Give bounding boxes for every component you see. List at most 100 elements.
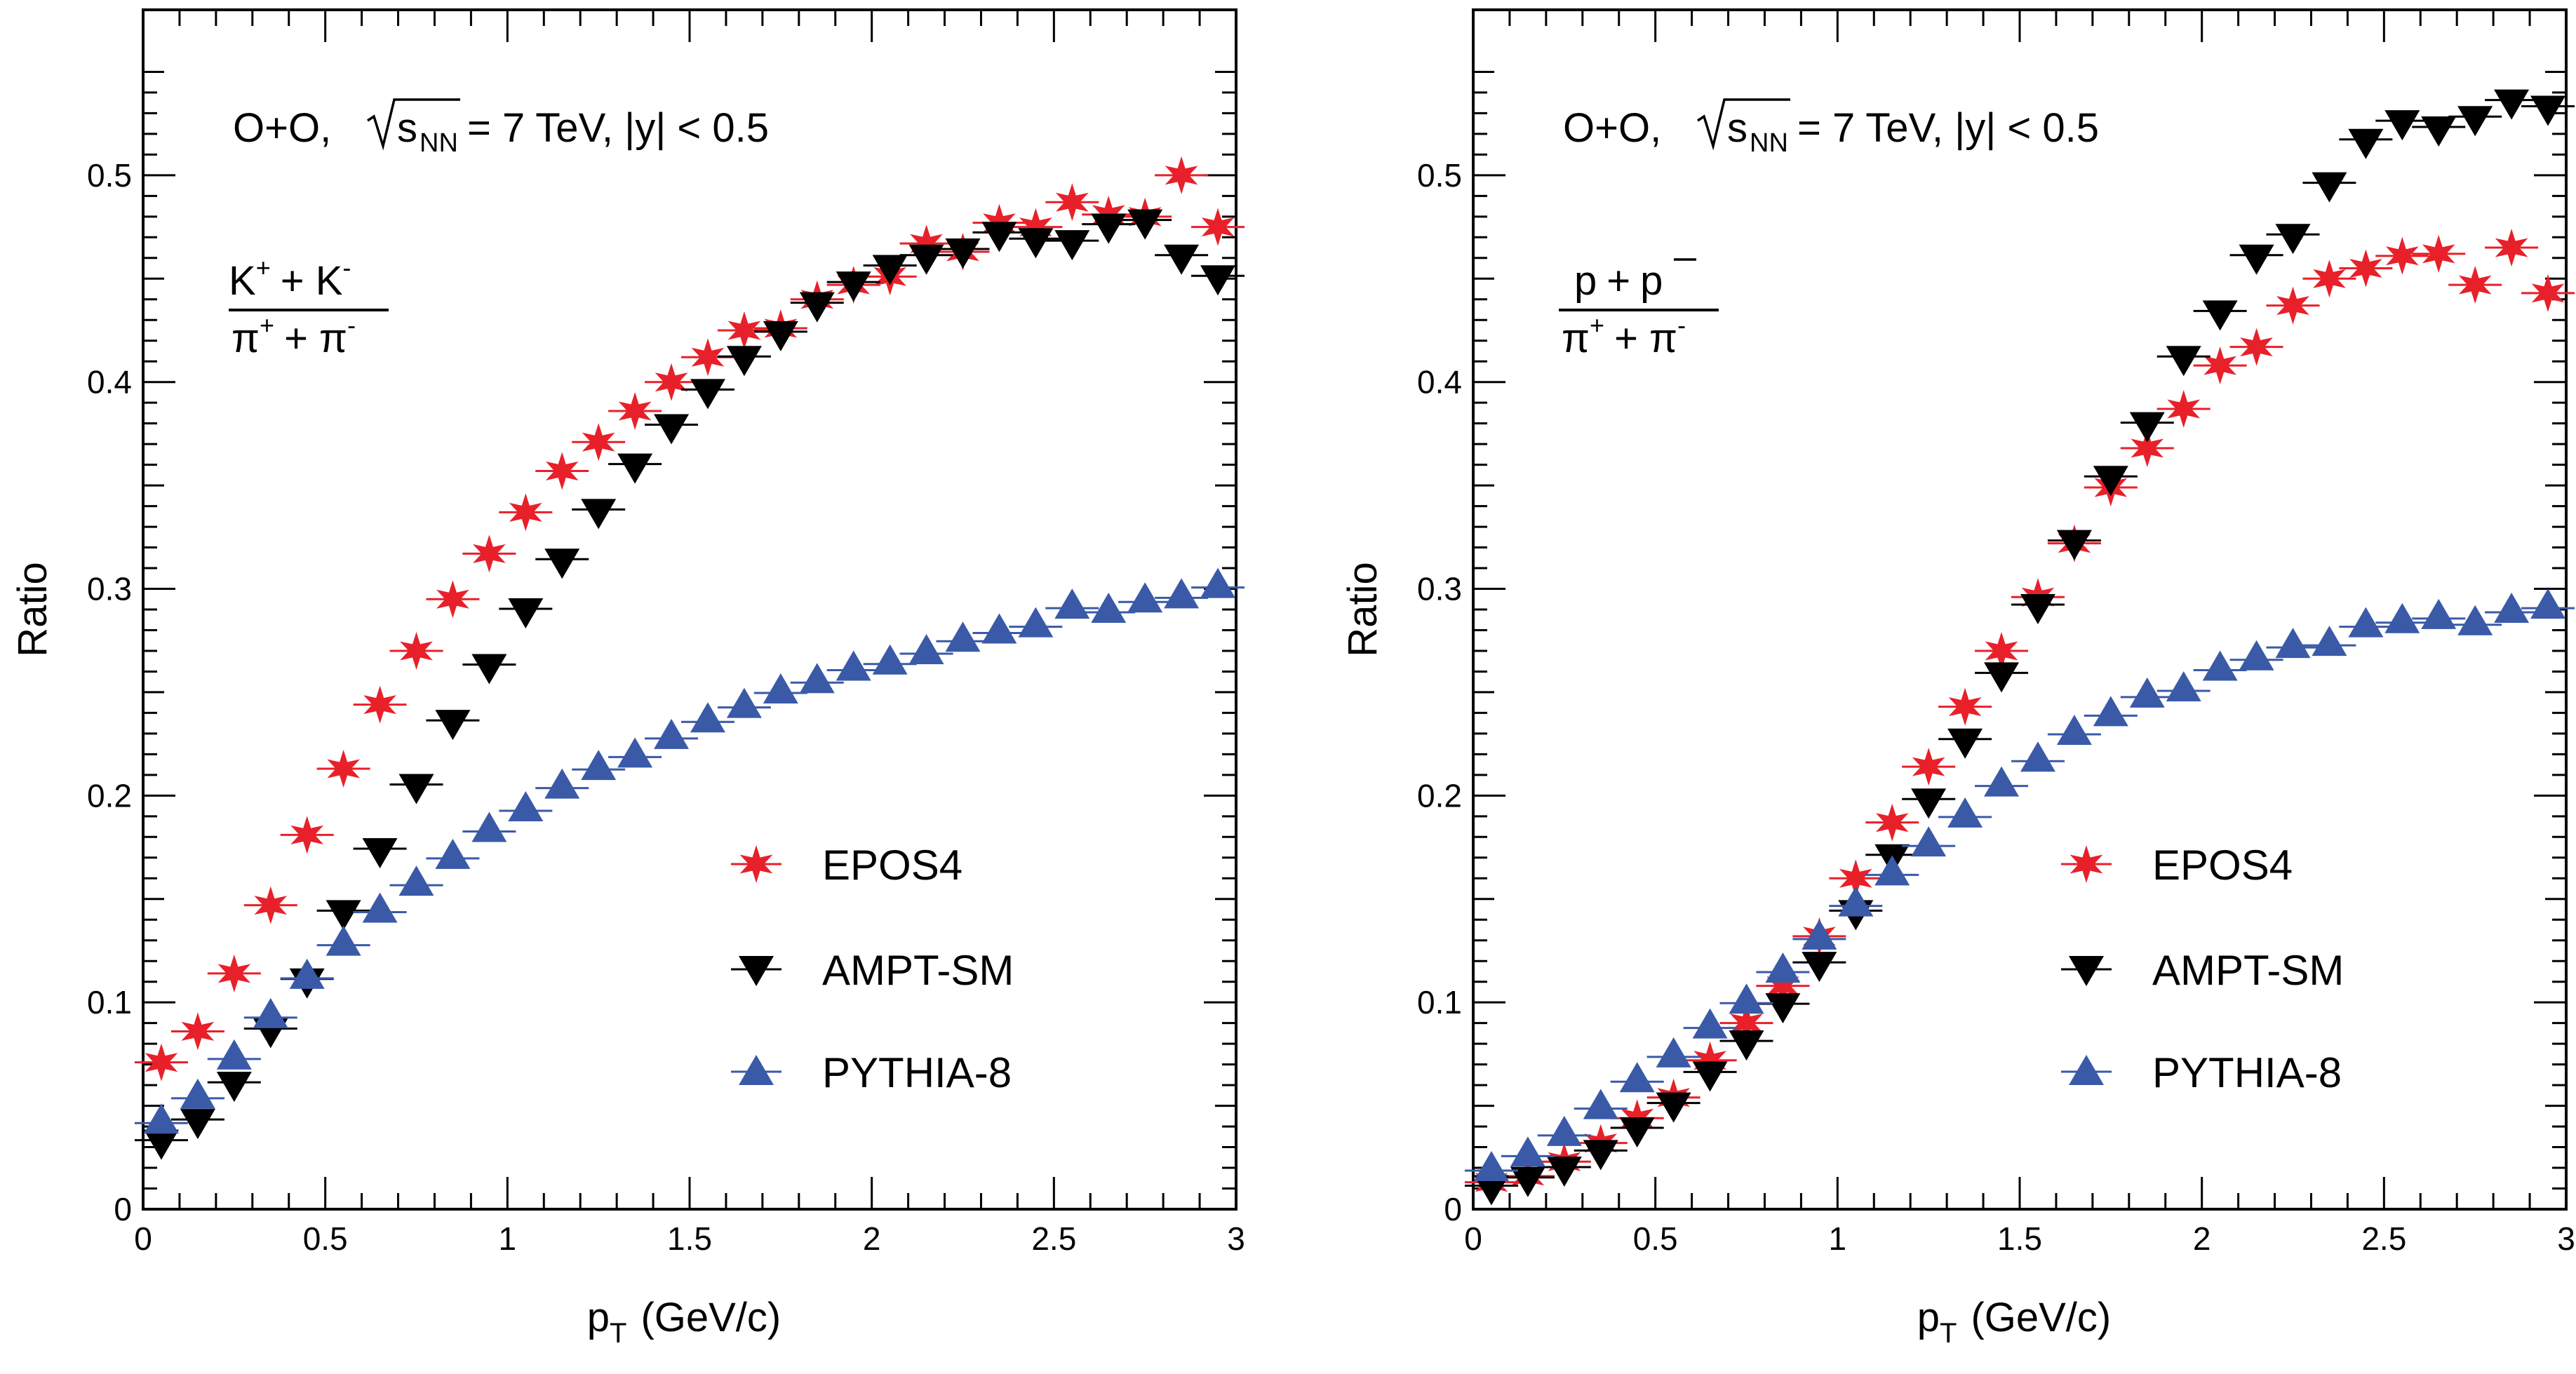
y-tick-label: 0.5 <box>87 157 132 194</box>
data-point <box>436 580 469 619</box>
data-point <box>726 346 762 377</box>
data-point <box>2202 300 2238 331</box>
data-point <box>2276 286 2309 325</box>
data-point <box>1765 993 1801 1024</box>
x-tick-label: 0 <box>1464 1220 1482 1257</box>
data-point <box>2422 234 2455 273</box>
data-point <box>1729 1030 1764 1061</box>
data-point <box>763 321 798 351</box>
ratio-numerator: K+ + K- <box>229 253 351 304</box>
data-point <box>400 632 433 670</box>
y-tick-label: 0 <box>1444 1191 1462 1227</box>
data-point <box>217 954 251 992</box>
data-point <box>655 363 688 401</box>
denominator-a: π <box>232 316 260 361</box>
data-point <box>398 774 434 804</box>
annotation-system: O+O, <box>233 105 331 151</box>
x-tick-label: 0.5 <box>303 1220 348 1257</box>
data-point <box>1164 578 1200 609</box>
numerator-op: + <box>1606 258 1630 304</box>
data-point <box>143 1129 179 1160</box>
data-point <box>617 737 653 768</box>
data-point <box>145 1043 178 1082</box>
y-tick-label: 0 <box>114 1191 132 1227</box>
legend-label-epos4: EPOS4 <box>822 842 962 889</box>
data-point <box>1019 208 1052 246</box>
data-point <box>2531 274 2565 312</box>
legend-label-ampt-sm: AMPT-SM <box>822 947 1014 994</box>
x-axis-title-p: p <box>587 1295 610 1340</box>
data-point <box>1984 662 2020 693</box>
legend-marker-epos4 <box>739 845 773 883</box>
data-point <box>290 816 324 854</box>
legend-marker-ampt-sm <box>2069 956 2104 986</box>
data-point <box>1985 632 2018 670</box>
data-point <box>254 886 288 924</box>
data-point <box>581 750 617 781</box>
data-point <box>2131 429 2164 467</box>
data-point <box>1018 228 1054 259</box>
y-tick-label: 0.3 <box>87 571 132 607</box>
y-tick-label: 0.1 <box>1417 984 1462 1021</box>
data-point <box>2385 236 2419 275</box>
x-tick-label: 2 <box>2193 1220 2211 1257</box>
ratio-denominator: π+ + π- <box>1562 311 1686 361</box>
legend-label-pythia-8: PYTHIA-8 <box>2152 1049 2342 1096</box>
x-tick-label: 3 <box>2557 1220 2575 1257</box>
legend-label-epos4: EPOS4 <box>2152 842 2293 889</box>
data-point <box>1729 983 1764 1014</box>
data-point <box>2348 607 2384 638</box>
data-point <box>473 534 506 573</box>
chart-panel-1: 0 0.5 1 1.5 2 2.5 3 0 0.1 0.2 0.3 0.4 0.5 pT (GeV/c) Ra… <box>10 8 1245 1349</box>
y-tick-label: 0.2 <box>1417 777 1462 814</box>
data-point <box>2202 650 2238 681</box>
data-point <box>799 663 835 694</box>
data-point <box>2275 628 2311 659</box>
data-point <box>1200 567 1236 598</box>
x-tick-label: 1 <box>1829 1220 1847 1257</box>
data-point <box>2384 110 2420 141</box>
data-point <box>2239 244 2274 275</box>
numerator-a: p <box>1574 258 1597 304</box>
data-point <box>1874 855 1910 886</box>
series-epos4 <box>1464 229 2575 1201</box>
data-point <box>1583 1089 1618 1119</box>
data-point <box>1838 886 1874 917</box>
numerator-b-sup: - <box>342 253 351 282</box>
data-point <box>1912 748 1945 786</box>
data-point <box>1984 766 2020 797</box>
data-point <box>945 238 981 269</box>
data-point <box>654 718 690 749</box>
data-point <box>2166 671 2201 702</box>
data-point <box>1165 156 1198 194</box>
x-tick-label: 1.5 <box>667 1220 712 1257</box>
data-point <box>1546 1115 1582 1146</box>
data-point <box>2495 229 2528 267</box>
data-point <box>544 768 580 799</box>
data-point <box>1802 952 1837 983</box>
data-point <box>1164 244 1200 275</box>
denominator-op: + π <box>1614 316 1677 361</box>
data-point <box>981 613 1017 644</box>
data-point <box>216 1072 252 1103</box>
data-point <box>1911 788 1947 819</box>
data-point <box>1619 1062 1655 1093</box>
data-point <box>690 379 725 410</box>
x-axis-title-sub: T <box>1940 1318 1957 1349</box>
y-tick-label: 0.5 <box>1417 157 1462 194</box>
data-point <box>1692 1008 1728 1039</box>
denominator-a-sup: + <box>1590 311 1604 339</box>
data-point <box>1692 1061 1728 1092</box>
data-point <box>1473 1151 1509 1182</box>
data-point <box>327 750 360 788</box>
x-tick-label: 2.5 <box>2361 1220 2406 1257</box>
data-point <box>180 1078 215 1109</box>
data-point <box>836 271 871 302</box>
x-axis-title-unit: (GeV/c) <box>640 1295 781 1340</box>
data-point <box>2203 346 2236 385</box>
data-point <box>362 892 398 923</box>
y-tick-label: 0.1 <box>87 984 132 1021</box>
data-point <box>253 997 288 1028</box>
data-point <box>1619 1117 1655 1147</box>
